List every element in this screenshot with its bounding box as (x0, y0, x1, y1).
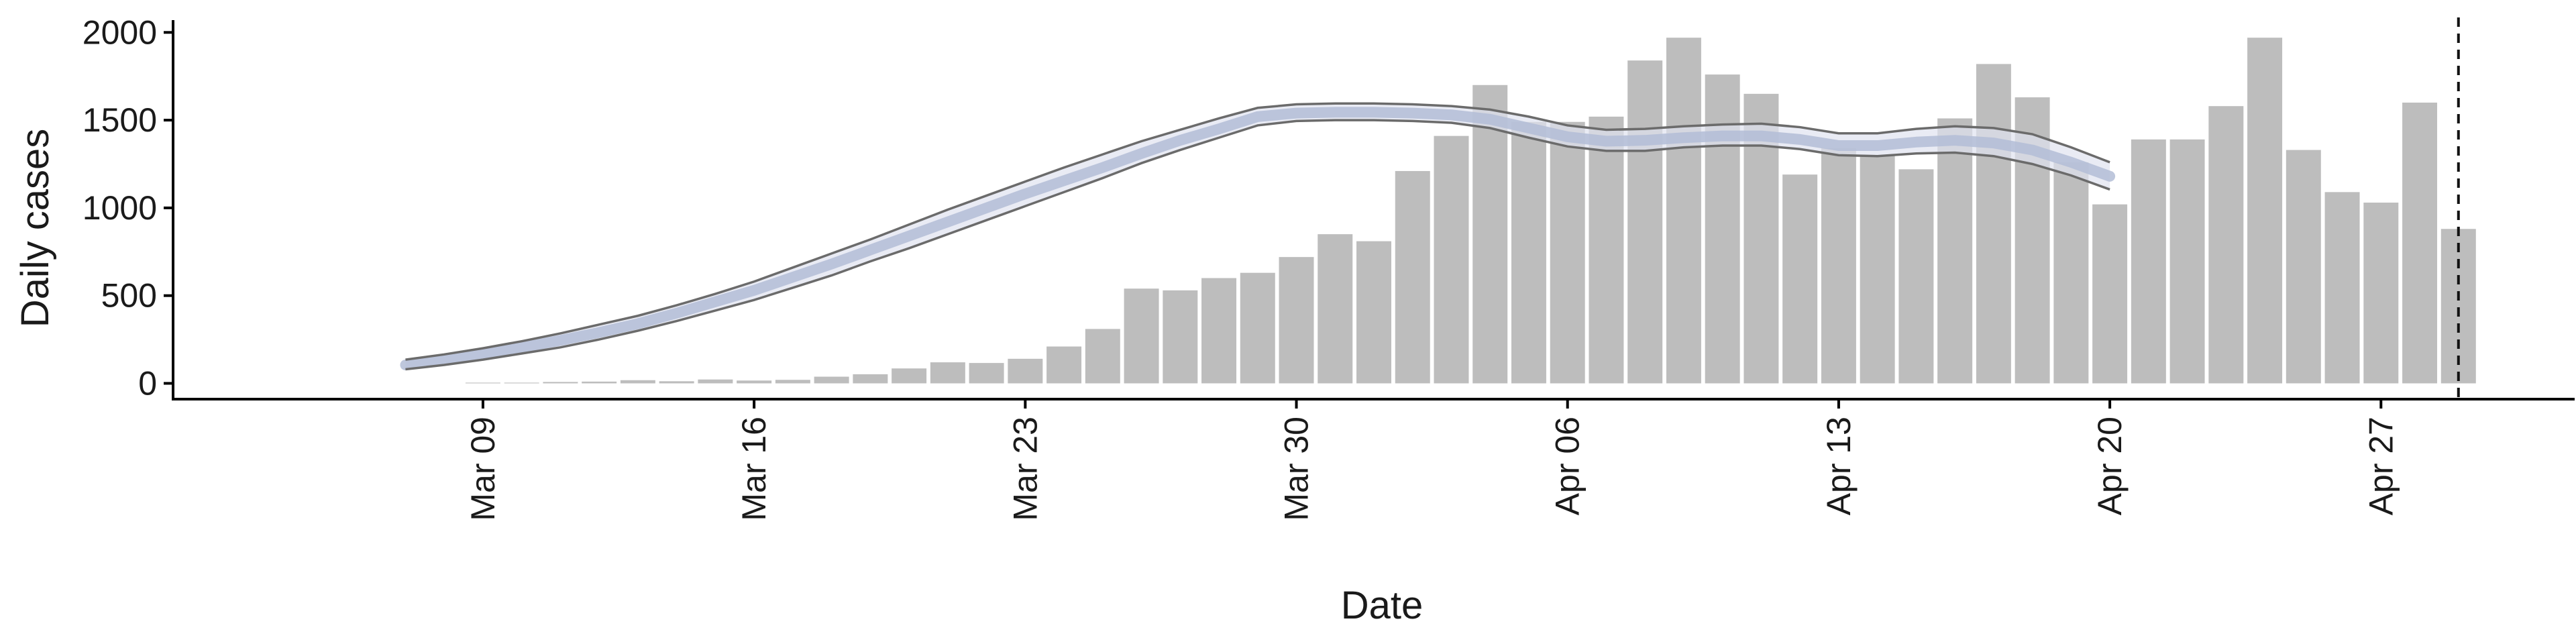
bar (543, 382, 578, 384)
bar (1898, 169, 1934, 384)
bar (2169, 139, 2205, 384)
y-tick-label: 1000 (83, 189, 157, 227)
bar (737, 380, 772, 384)
bar (775, 380, 810, 384)
bar (2247, 38, 2283, 384)
bar (1085, 329, 1120, 384)
bar (465, 382, 500, 384)
bar (1318, 234, 1353, 384)
bar (930, 362, 965, 384)
bar (2092, 204, 2128, 384)
axes: 0 500 1000 1500 2000 Mar 09 Mar 16 Mar 23 Mar 30… (83, 13, 2575, 521)
bar (969, 363, 1004, 384)
bar (1666, 38, 1701, 384)
x-tick-label: Apr 06 (1549, 417, 1587, 515)
bar (1163, 290, 1198, 384)
y-tick-label: 2000 (83, 13, 157, 51)
x-axis-title: Date (1341, 584, 1424, 627)
x-tick-label: Mar 16 (735, 417, 773, 521)
bar (1550, 121, 1585, 384)
uncertainty-band (405, 103, 2110, 370)
bar (1240, 272, 1275, 384)
bar (1472, 85, 1508, 384)
bar (2402, 102, 2438, 384)
bar (1434, 136, 1469, 384)
bar (2053, 162, 2089, 384)
median-line (400, 107, 2116, 370)
y-tick-label: 0 (138, 364, 157, 402)
bar (1201, 278, 1237, 384)
bar (1821, 148, 1856, 384)
bar (1511, 121, 1546, 384)
bar (2286, 150, 2321, 384)
bar (2324, 192, 2360, 384)
bar (853, 374, 888, 384)
y-axis-title: Daily cases (13, 129, 57, 328)
bar (1124, 288, 1159, 384)
bar (1860, 155, 1895, 384)
bar (1356, 241, 1391, 384)
bar (1279, 257, 1314, 384)
bar (659, 381, 694, 384)
x-tick-label: Mar 23 (1006, 417, 1044, 521)
bar (504, 382, 539, 384)
bar (1046, 346, 1082, 384)
y-tick-label: 1500 (83, 101, 157, 139)
y-tick-label: 500 (101, 277, 157, 315)
x-tick-label: Apr 20 (2091, 417, 2129, 515)
x-tick-label: Apr 27 (2362, 417, 2400, 515)
x-tick-label: Mar 09 (464, 417, 502, 521)
bar (1395, 170, 1430, 384)
x-tick-label: Mar 30 (1278, 417, 1316, 521)
bar (892, 368, 927, 384)
upper-bound-line (405, 102, 2110, 361)
x-tick-label: Apr 13 (1820, 417, 1858, 515)
bar (1782, 174, 1818, 384)
bar (1705, 74, 1740, 384)
bar (1627, 60, 1663, 384)
bar (2131, 139, 2166, 384)
bar (1937, 118, 1973, 384)
bars (465, 38, 2476, 384)
bar (2208, 106, 2244, 384)
bar (582, 381, 617, 384)
bar (814, 376, 849, 384)
bar (620, 380, 655, 384)
estimate-curve (400, 102, 2116, 371)
lower-bound-line (405, 119, 2110, 371)
bar (698, 379, 733, 384)
bar (2363, 203, 2399, 384)
bar (1589, 116, 1624, 384)
bar (1976, 64, 2011, 384)
bar (1008, 358, 1043, 384)
